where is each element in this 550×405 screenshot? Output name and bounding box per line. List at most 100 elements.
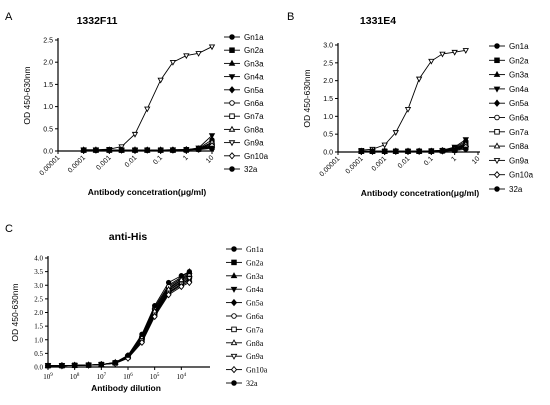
y-tick-label: 4.0: [34, 255, 43, 263]
legend-marker: [494, 186, 500, 192]
legend-item: Gn1a: [226, 245, 264, 254]
y-tick-label: 1.5: [34, 323, 43, 331]
legend-label: Gn3a: [246, 272, 264, 281]
y-tick-label: 1.0: [323, 114, 333, 121]
data-point: [439, 148, 446, 154]
data-point: [59, 362, 65, 369]
y-tick-label: 2.0: [323, 78, 333, 85]
legend-marker: [229, 100, 235, 106]
legend-marker: [493, 171, 501, 179]
x-tick-label: 10: [205, 154, 216, 165]
x-tick-label: 1: [450, 155, 458, 163]
legend-label: Gn5a: [246, 299, 264, 308]
legend-label: Gn6a: [509, 114, 529, 123]
data-point: [81, 147, 87, 153]
legend-label: Gn10a: [246, 366, 268, 375]
data-point: [415, 76, 423, 83]
legend-item: Gn4a: [489, 85, 529, 94]
legend-label: Gn4a: [244, 73, 264, 82]
legend-marker: [493, 99, 501, 107]
legend-label: 32a: [246, 379, 258, 388]
panel-letter: B: [287, 11, 294, 23]
data-point: [393, 148, 399, 154]
legend-label: Gn4a: [246, 285, 264, 294]
legend-label: Gn6a: [246, 312, 264, 321]
legend-item: Gn3a: [224, 59, 264, 68]
chart-panel-a: A 1332F11 0.0 0.5 1.0 1.5 2.0 2.5 0.00001 0.0001 0…: [5, 11, 269, 197]
legend-item: 32a: [224, 165, 258, 174]
data-point: [428, 58, 435, 65]
data-point: [439, 51, 446, 58]
data-point: [416, 148, 422, 154]
legend-item: Gn7a: [489, 128, 529, 137]
series-line: [361, 148, 466, 152]
legend-item: Gn8a: [489, 142, 529, 151]
y-tick-label: 0.0: [34, 364, 43, 372]
x-tick-label: 0.1: [423, 155, 435, 167]
y-tick-label: 0.5: [323, 132, 333, 139]
legend-marker: [494, 57, 500, 64]
legend-marker: [230, 339, 238, 346]
legend-item: Gn1a: [224, 33, 264, 42]
legend-item: Gn5a: [226, 299, 264, 308]
legend-item: Gn3a: [489, 71, 529, 80]
legend-label: Gn3a: [244, 59, 264, 68]
legend-marker: [228, 86, 236, 94]
legend-label: Gn10a: [244, 152, 269, 161]
data-point: [125, 352, 131, 358]
data-point: [178, 276, 185, 283]
panel-letter: A: [5, 11, 13, 23]
legend: Gn1a Gn2a Gn3a Gn4a Gn5a Gn6a Gn7a Gn8a Gn9a Gn10…: [226, 245, 268, 388]
data-point: [428, 148, 434, 154]
x-tick-label: 0.001: [371, 155, 388, 172]
legend-item: Gn8a: [224, 125, 264, 134]
y-axis-label: OD 450-630nm: [22, 66, 32, 124]
legend-item: 32a: [489, 185, 523, 194]
y-axis-label: OD 450-630nm: [302, 69, 312, 127]
legend-item: Gn6a: [224, 99, 264, 108]
legend-label: Gn7a: [509, 128, 529, 137]
legend-label: Gn6a: [244, 99, 264, 108]
legend-marker: [228, 125, 236, 132]
legend-item: Gn5a: [489, 99, 529, 108]
legend-item: Gn9a: [224, 139, 264, 148]
x-tick-label: 105: [150, 373, 160, 381]
legend-label: Gn2a: [244, 46, 264, 55]
legend-label: Gn4a: [509, 85, 529, 94]
data-point: [183, 147, 189, 153]
legend-marker: [229, 166, 235, 172]
legend: Gn1a Gn2a Gn3a Gn4a Gn5a Gn6a Gn7a Gn8a Gn9a Gn10…: [224, 33, 269, 174]
legend-item: Gn7a: [226, 325, 264, 334]
x-tick-label: 0.00001: [39, 154, 62, 177]
series-gn10a: [44, 278, 193, 370]
legend-label: Gn1a: [509, 42, 529, 51]
legend-item: Gn8a: [226, 339, 264, 348]
x-tick-label: 108: [70, 373, 80, 381]
legend-item: Gn2a: [224, 46, 264, 55]
panel-letter: C: [5, 223, 13, 235]
series-32a: [81, 145, 215, 153]
y-tick-label: 0.5: [43, 126, 53, 133]
chart-panel-b: B 1331E4 0.0 0.5 1.0 1.5 2.0 2.5 3.0 0.00001 0.000…: [287, 11, 534, 198]
y-tick-label: 3.0: [34, 282, 43, 290]
legend-label: Gn2a: [509, 56, 529, 65]
data-point: [165, 291, 172, 299]
y-tick-label: 2.5: [323, 60, 333, 67]
data-point: [132, 147, 138, 153]
legend-item: 32a: [226, 379, 258, 388]
legend-label: Gn9a: [509, 156, 529, 165]
series-gn9a: [358, 48, 469, 154]
legend-marker: [231, 326, 237, 333]
legend-marker: [231, 246, 237, 252]
legend-marker: [229, 47, 235, 53]
legend-label: 32a: [509, 185, 523, 194]
legend-item: Gn6a: [489, 114, 529, 123]
legend-item: Gn10a: [224, 152, 269, 161]
x-axis-label: Antibody concetration(μg/ml): [88, 187, 207, 197]
y-tick-label: 1.0: [43, 104, 53, 111]
legend-label: Gn8a: [246, 339, 264, 348]
data-point: [165, 279, 172, 286]
data-point: [392, 130, 399, 136]
